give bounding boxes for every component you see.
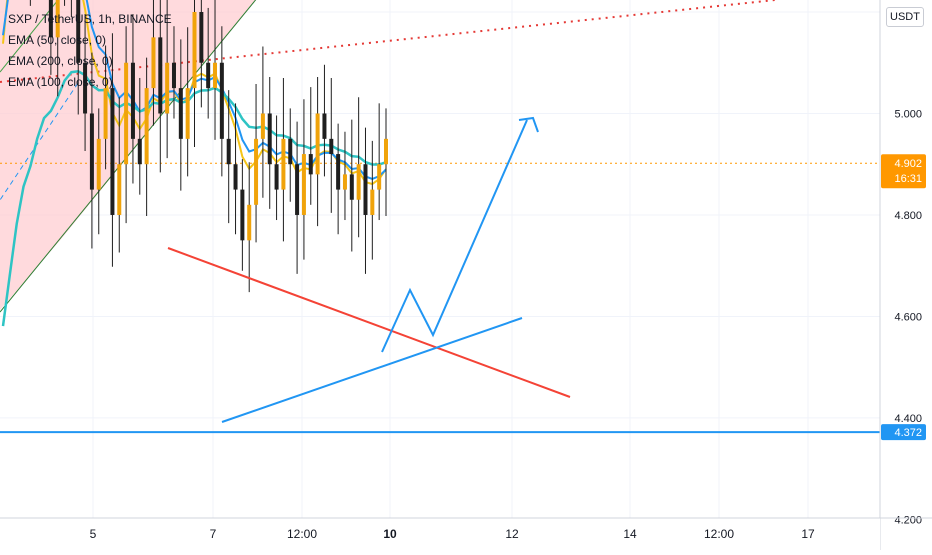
candle-body-27 — [185, 88, 190, 139]
candle-body-11 — [76, 0, 81, 63]
candle-body-13 — [89, 113, 94, 190]
candle-body-49 — [336, 154, 341, 190]
legend-ema-100[interactable]: EMA (100, close, 0) — [8, 75, 113, 89]
candle-body-40 — [274, 164, 279, 190]
candle-body-22 — [151, 37, 156, 89]
candle-body-37 — [254, 138, 259, 205]
price-tick-label-9: 4.400 — [894, 413, 922, 425]
candle-body-51 — [349, 174, 354, 200]
candle-body-15 — [103, 88, 108, 139]
candle-body-35 — [240, 189, 245, 241]
time-tick-label-2: 12:00 — [287, 527, 317, 541]
candles — [29, 0, 388, 293]
candle-body-46 — [315, 113, 320, 175]
legend-ema-200[interactable]: EMA (200, close, 0) — [8, 54, 113, 68]
drawings-foreground[interactable] — [167, 116, 571, 423]
candle-body-34 — [233, 164, 238, 190]
candle-body-8 — [55, 0, 60, 38]
candle-body-7 — [48, 0, 53, 38]
candle-body-47 — [322, 113, 327, 139]
candle-body-31 — [213, 62, 218, 89]
time-tick-label-0: 5 — [90, 527, 97, 541]
candle-body-42 — [288, 138, 293, 165]
candle-body-28 — [192, 12, 197, 89]
projection-path — [381, 119, 528, 353]
chart-legend: SXP / TetherUS, 1h, BINANCE EMA (50, clo… — [8, 9, 172, 93]
price-tick-label-7: 4.800 — [894, 210, 922, 222]
candle-body-32 — [219, 62, 224, 139]
candle-body-24 — [165, 62, 170, 114]
candle-body-12 — [83, 62, 88, 114]
level-tag-2 — [881, 424, 926, 441]
candle-body-33 — [226, 138, 231, 165]
price-tick-label-10: 4.200 — [894, 514, 922, 526]
projection-arrowhead — [518, 116, 539, 133]
candle-body-21 — [144, 88, 149, 165]
price-axis-bg — [880, 0, 932, 550]
candle-body-54 — [370, 189, 375, 215]
candle-body-44 — [301, 154, 306, 215]
countdown-label: 16:31 — [894, 173, 922, 185]
time-tick-label-3: 10 — [383, 527, 397, 541]
price-tick-label-6: 5.000 — [894, 108, 922, 120]
price-tick-label-8: 4.600 — [894, 311, 922, 323]
current-price-tag — [881, 154, 926, 189]
candle-body-17 — [117, 164, 122, 215]
candle-body-39 — [267, 113, 272, 165]
candle-body-16 — [110, 88, 115, 215]
channel-dashed-line — [0, 82, 79, 201]
time-tick-label-1: 7 — [210, 527, 217, 541]
support-trendline — [221, 317, 523, 423]
candle-body-50 — [342, 174, 347, 190]
candle-body-45 — [308, 154, 313, 175]
time-tick-label-7: 17 — [801, 527, 815, 541]
time-tick-label-5: 14 — [623, 527, 637, 541]
candle-body-56 — [384, 138, 388, 165]
candle-body-53 — [363, 164, 368, 215]
candle-body-19 — [130, 62, 135, 139]
candle-body-30 — [206, 62, 211, 89]
candle-body-29 — [199, 12, 204, 63]
candle-body-25 — [171, 62, 176, 89]
candle-body-23 — [158, 37, 163, 114]
current-price-label: 4.902 — [894, 158, 922, 170]
candle-body-14 — [96, 138, 101, 190]
time-tick-label-6: 12:00 — [704, 527, 734, 541]
legend-title[interactable]: SXP / TetherUS, 1h, BINANCE — [8, 12, 172, 26]
candle-body-38 — [260, 113, 265, 139]
time-tick-label-4: 12 — [505, 527, 519, 541]
level-tag-label-2: 4.372 — [894, 427, 922, 439]
candle-body-26 — [178, 88, 183, 139]
time-axis-bg — [0, 518, 880, 550]
candle-body-43 — [295, 164, 300, 215]
candle-body-41 — [281, 138, 286, 190]
resistance-trendline — [167, 247, 571, 398]
candle-body-55 — [377, 164, 382, 190]
candle-body-36 — [247, 204, 252, 241]
candle-body-18 — [124, 62, 129, 165]
legend-ema-50[interactable]: EMA (50, close, 0) — [8, 33, 107, 47]
candle-body-48 — [329, 138, 334, 155]
candle-body-52 — [356, 164, 361, 200]
currency-badge[interactable]: USDT — [886, 7, 924, 27]
candle-body-20 — [137, 138, 142, 165]
channel-line-left — [0, 0, 59, 73]
